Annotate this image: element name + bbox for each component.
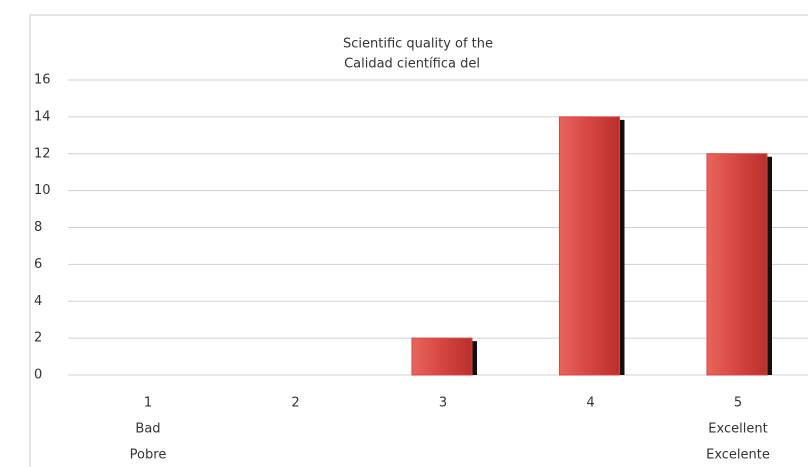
x-tick-label: Pobre — [130, 448, 167, 463]
x-tick-label: 2 — [291, 396, 299, 411]
x-tick-label: 4 — [586, 396, 594, 411]
bar — [559, 116, 620, 376]
y-tick-label: 14 — [34, 109, 51, 124]
y-tick-label: 4 — [34, 294, 42, 309]
y-tick-label: 6 — [34, 257, 42, 272]
chart-title: Scientific quality of the — [343, 37, 493, 52]
x-tick-label: Excelente — [706, 448, 770, 463]
bar — [706, 153, 768, 376]
x-tick-label: 5 — [734, 396, 742, 411]
y-tick-label: 10 — [34, 183, 51, 198]
y-tick-label: 16 — [34, 73, 51, 88]
x-tick-label: 1 — [144, 396, 152, 411]
y-tick-label: 12 — [34, 146, 51, 161]
x-tick-label: Excellent — [708, 422, 767, 437]
x-tick-label: 3 — [439, 396, 447, 411]
y-tick-label: 8 — [34, 220, 42, 235]
chart-frame — [29, 14, 808, 467]
x-tick-label: Bad — [135, 422, 160, 437]
y-tick-label: 2 — [34, 331, 42, 346]
y-tick-label: 0 — [34, 368, 42, 383]
chart-title: Calidad científica del — [344, 57, 480, 72]
bar — [411, 337, 473, 376]
